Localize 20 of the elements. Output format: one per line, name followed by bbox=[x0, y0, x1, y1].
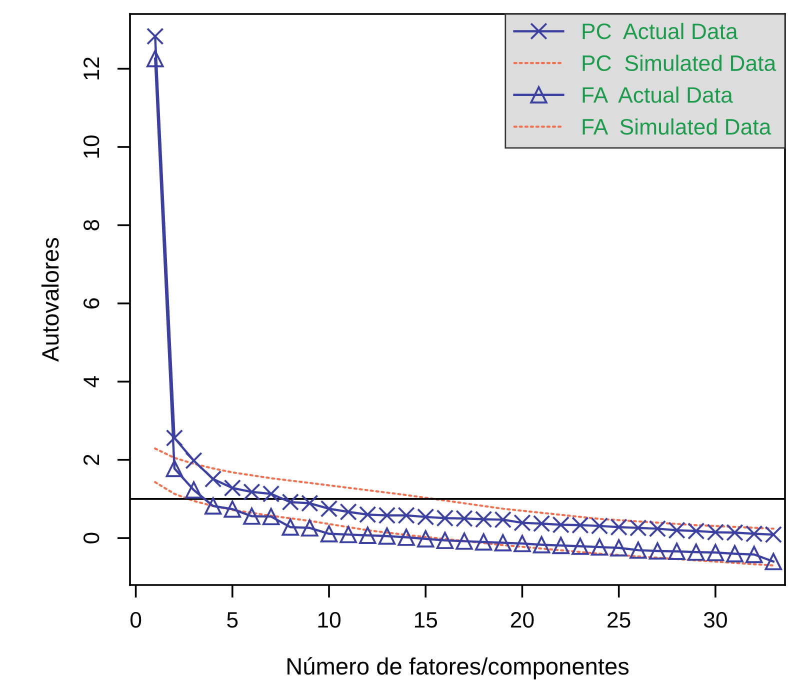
x-tick-label: 5 bbox=[227, 612, 238, 628]
x-axis-title: Número de fatores/componentes bbox=[288, 657, 629, 680]
legend-label: FA Actual Data bbox=[582, 86, 733, 103]
legend-label: PC Actual Data bbox=[582, 22, 738, 40]
y-tick-label: 8 bbox=[83, 220, 100, 230]
x-tick-label: 30 bbox=[704, 612, 727, 628]
y-tick-label: 6 bbox=[83, 298, 100, 308]
x-tick-label: 25 bbox=[608, 612, 630, 628]
x-tick-label: 0 bbox=[130, 612, 142, 628]
legend-label: PC Simulated Data bbox=[582, 54, 776, 72]
legend-label: FA Simulated Data bbox=[582, 118, 772, 135]
y-tick-label: 10 bbox=[83, 135, 100, 158]
y-axis-title: Autovalores bbox=[41, 238, 59, 362]
x-tick-label: 20 bbox=[510, 612, 534, 628]
y-tick-label: 4 bbox=[84, 376, 99, 388]
y-tick-label: 2 bbox=[83, 454, 99, 465]
y-tick-label: 0 bbox=[83, 532, 100, 544]
x-tick-label: 10 bbox=[318, 612, 341, 628]
y-tick-label: 12 bbox=[83, 58, 99, 80]
x-tick-label: 15 bbox=[414, 612, 438, 628]
